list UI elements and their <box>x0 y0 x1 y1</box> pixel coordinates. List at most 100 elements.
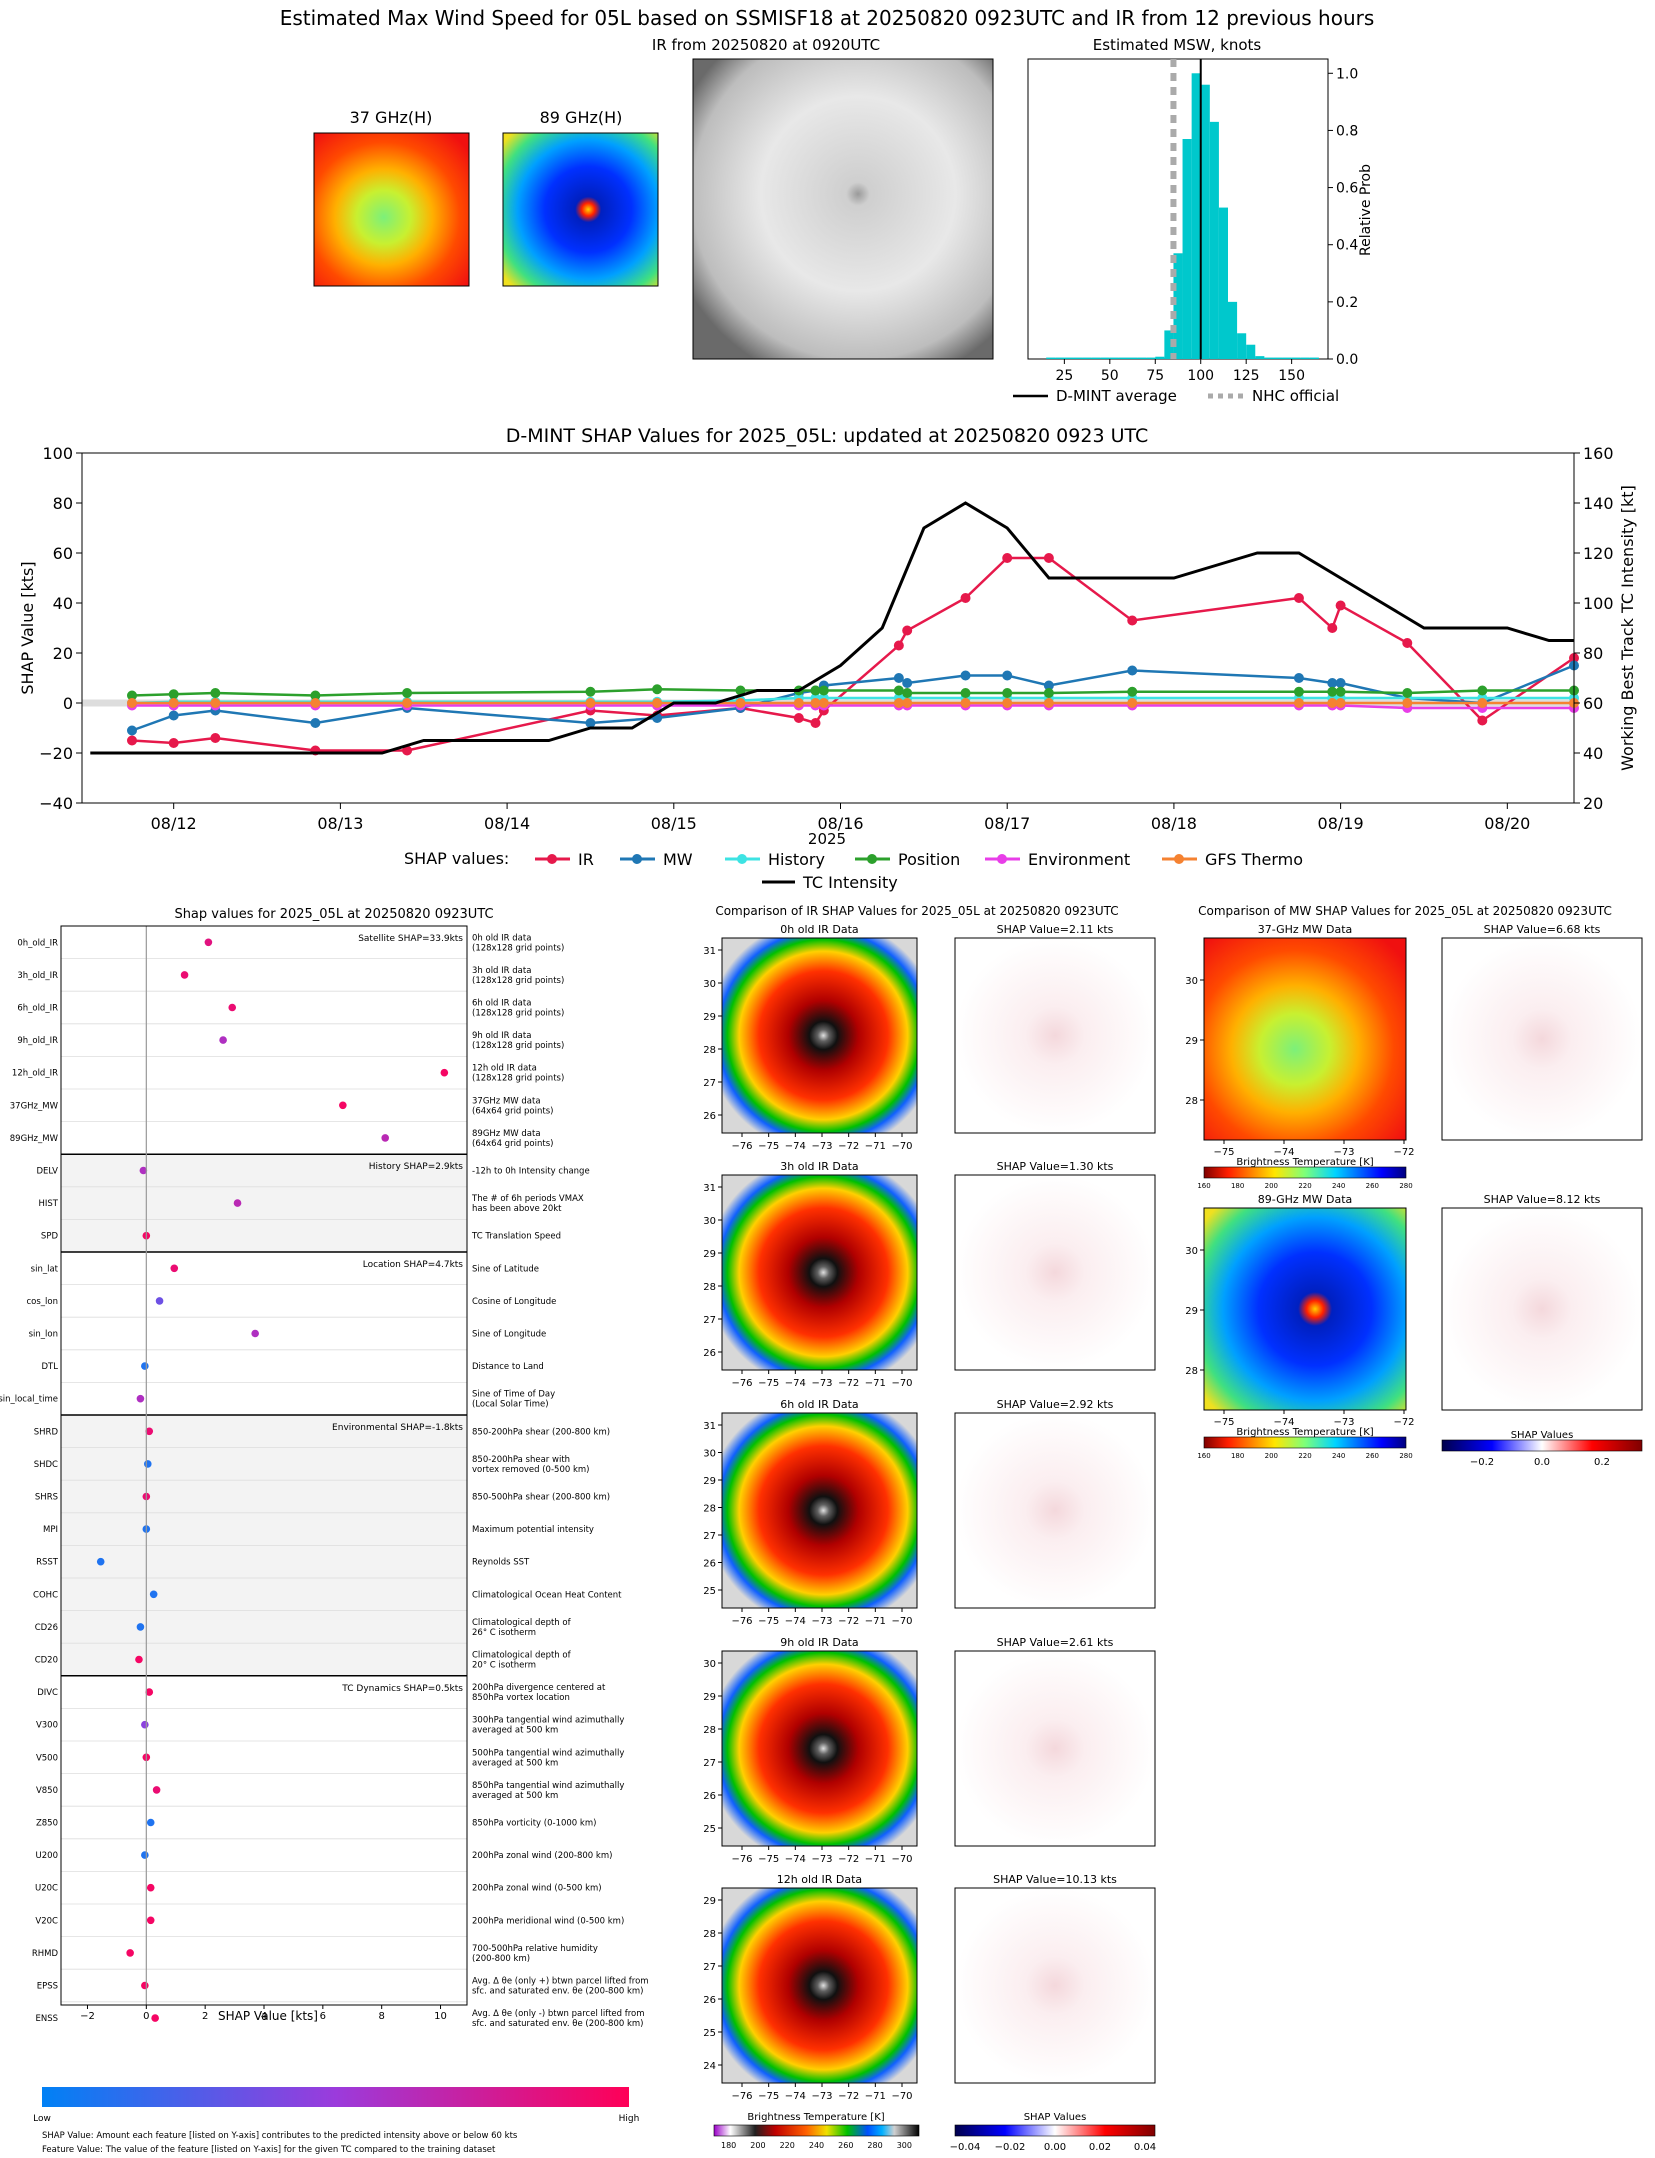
ir-xtick-label: −71 <box>865 1854 886 1865</box>
legend-label: MW <box>663 850 693 869</box>
series-point-ir <box>810 718 821 728</box>
mw-xtick-label: −74 <box>1273 1417 1294 1428</box>
feature-description: Sine of Time of Day <box>472 1390 555 1400</box>
hist-bar <box>1118 357 1128 359</box>
feature-label: HIST <box>39 1199 59 1209</box>
ir-ytick-label: 31 <box>703 1183 716 1194</box>
ir-row-title: 12h old IR Data <box>777 1873 862 1886</box>
feature-label: 6h_old_IR <box>17 1004 58 1014</box>
mw-shap-title: SHAP Value=8.12 kts <box>1484 1193 1601 1206</box>
feature-label: SPD <box>41 1232 59 1242</box>
series-point-mw <box>168 710 179 721</box>
feature-description: 200hPa meridional wind (0-500 km) <box>472 1916 624 1926</box>
bar-xtick-label: 6 <box>320 2011 326 2022</box>
ts-xtick-label: 08/13 <box>317 814 363 833</box>
feature-description: The # of 6h periods VMAX <box>471 1194 584 1204</box>
mw89-image <box>502 132 659 287</box>
bar-panel-title: Shap values for 2025_05L at 20250820 092… <box>174 907 493 922</box>
feature-label: Z850 <box>36 1819 58 1829</box>
group-label: Environmental SHAP=-1.8kts <box>332 1423 463 1433</box>
ir-xtick-label: −75 <box>758 1378 779 1389</box>
series-point-ir <box>127 735 138 746</box>
feature-dot <box>141 1720 149 1729</box>
ir-xtick-label: −74 <box>785 2091 806 2102</box>
series-point-position <box>818 685 829 696</box>
feature-dot <box>135 1655 143 1664</box>
hist-bar <box>1046 357 1056 359</box>
legend-marker <box>632 854 642 864</box>
hist-bar <box>1100 357 1110 359</box>
ir-ytick-label: 29 <box>703 1896 716 1907</box>
series-point-gfs-thermo <box>1293 698 1304 708</box>
feature-label: DELV <box>36 1167 58 1177</box>
legend-label: History <box>768 850 825 869</box>
series-point-position <box>960 688 971 698</box>
series-point-gfs-thermo <box>585 698 596 708</box>
ir-ytick-label: 27 <box>703 1315 716 1326</box>
ir-sat-image <box>692 58 994 360</box>
series-point-position <box>735 685 746 696</box>
mw-xtick-label: −73 <box>1333 1147 1354 1158</box>
ir-ytick-label: 30 <box>703 1659 716 1670</box>
feature-description: Reynolds SST <box>472 1558 530 1568</box>
ts-xtick-label: 08/17 <box>984 814 1030 833</box>
mw-ytick-label: 30 <box>1185 1246 1198 1257</box>
ir-bt-tick: 280 <box>867 2141 882 2150</box>
ts-xtick-label: 08/20 <box>1484 814 1530 833</box>
ir-xtick-label: −71 <box>865 1141 886 1152</box>
feature-dot <box>152 1786 161 1794</box>
series-point-gfs-thermo <box>810 698 821 708</box>
mw-bt-tick: 200 <box>1265 1182 1278 1190</box>
feature-label: 0h_old_IR <box>17 938 58 948</box>
hist-bar <box>1273 357 1283 359</box>
feature-description: vortex removed (0-500 km) <box>472 1465 589 1475</box>
bar-xtick-label: 10 <box>434 2011 447 2022</box>
legend-label: GFS Thermo <box>1205 850 1303 869</box>
mw-shap-title: SHAP Value=6.68 kts <box>1484 923 1601 936</box>
feature-dot <box>141 1981 149 1990</box>
mw-shap-map <box>1441 937 1643 1141</box>
ir-ytick-label: 24 <box>703 2061 716 2072</box>
shap-time-ylabel-right: Working Best Track TC Intensity [kt] <box>1618 485 1637 771</box>
feature-dot <box>136 1394 145 1403</box>
ir-xtick-label: −70 <box>891 1141 912 1152</box>
feature-description: Sine of Longitude <box>472 1330 546 1340</box>
main-title: Estimated Max Wind Speed for 05L based o… <box>280 6 1375 30</box>
hist-xtick-label: 150 <box>1278 368 1305 384</box>
ir-bt-tick: 300 <box>897 2141 912 2150</box>
series-point-gfs-thermo <box>793 698 804 708</box>
ir-ytick-label: 28 <box>703 1282 716 1293</box>
bar-panel-note2: Feature Value: The value of the feature … <box>42 2145 496 2155</box>
ts-ytick-right-label: 20 <box>1583 794 1603 813</box>
series-point-gfs-thermo <box>402 698 413 708</box>
ir-shap-title: SHAP Value=2.11 kts <box>997 923 1114 936</box>
series-point-gfs-thermo <box>893 698 904 708</box>
feature-dot <box>219 1036 227 1044</box>
feature-description: Avg. Δ θe (only +) btwn parcel lifted fr… <box>472 1977 649 1987</box>
series-point-position <box>810 685 821 696</box>
feature-dot <box>146 1883 155 1892</box>
hist-xtick-label: 75 <box>1146 368 1164 384</box>
series-point-gfs-thermo <box>310 698 321 708</box>
hist-xtick-label: 25 <box>1055 368 1073 384</box>
series-point-ir <box>210 733 221 743</box>
hist-bar <box>1091 357 1101 359</box>
series-point-gfs-thermo <box>1327 698 1338 708</box>
ir-shap-tick: −0.04 <box>950 2142 981 2153</box>
ir-bt-tick: 220 <box>780 2141 795 2150</box>
ir-ytick-label: 30 <box>703 1449 716 1460</box>
ts-ytick-right-label: 160 <box>1583 444 1614 463</box>
hist-bar <box>1191 73 1201 360</box>
mw-bt-tick: 160 <box>1197 1182 1210 1190</box>
ir-row-image <box>721 937 918 1134</box>
ir-ytick-label: 25 <box>703 1586 716 1597</box>
bar-xtick-label: 2 <box>202 2011 208 2022</box>
ir-xtick-label: −74 <box>785 1616 806 1627</box>
feature-dot <box>141 1851 149 1859</box>
ir-xtick-label: −71 <box>865 1378 886 1389</box>
hist-bar <box>1064 357 1074 359</box>
ir-shap-colorbar <box>954 2124 1156 2137</box>
bar-panel-xlabel: SHAP Value [kts] <box>218 2009 318 2023</box>
ts-ytick-right-label: 100 <box>1583 594 1614 613</box>
series-point-gfs-thermo <box>1127 698 1138 708</box>
